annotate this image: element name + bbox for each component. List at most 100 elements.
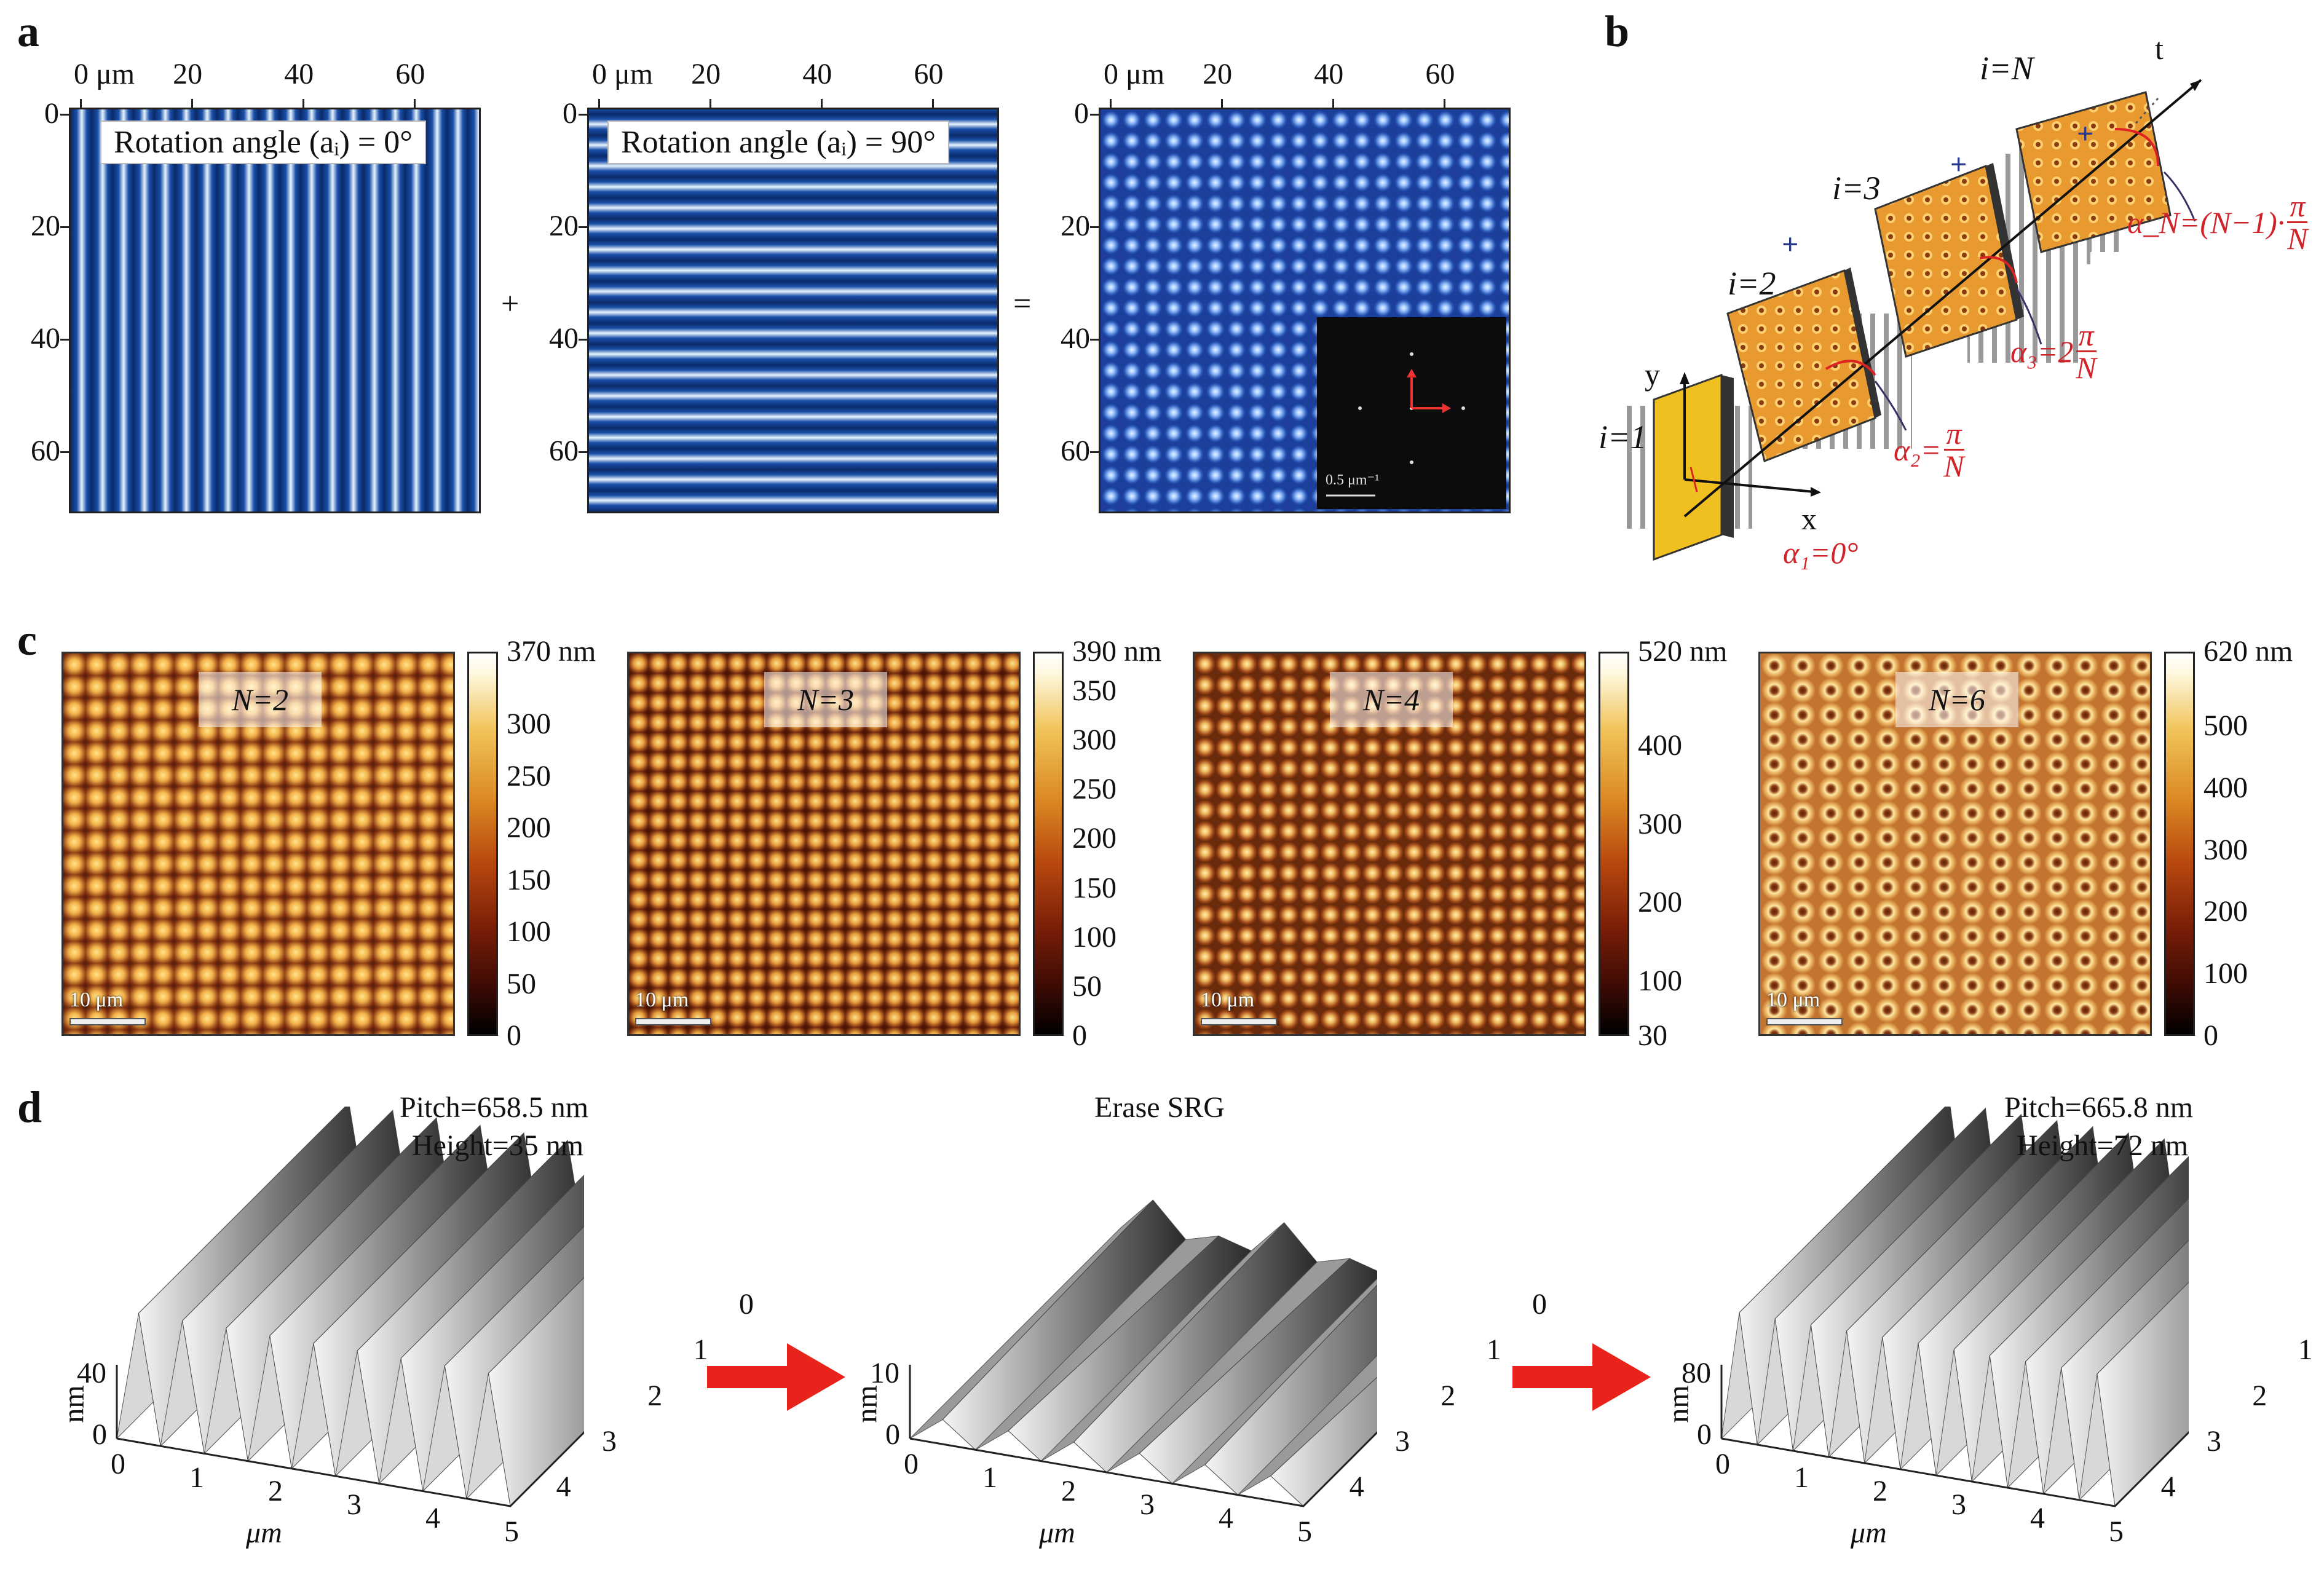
scale-bar: 10 μm <box>1766 989 1852 1025</box>
a-y-tick: 60 <box>549 434 579 467</box>
colorbar-tick: 200 <box>2203 895 2248 928</box>
a-x-tick: 60 <box>914 58 944 90</box>
a-x-tick: 40 <box>284 58 314 90</box>
scale-bar-label: 10 μm <box>69 989 124 1011</box>
d-y-tick: 0 <box>1532 1288 1547 1320</box>
a-y-tick: 0 <box>44 97 59 130</box>
a-x-tick-mark <box>821 99 823 108</box>
d-y-tick: 3 <box>601 1425 617 1458</box>
a-y-tick-mark <box>60 338 69 341</box>
d-y-tick: 1 <box>2298 1333 2313 1367</box>
colorbar-tick: 0 <box>1072 1019 1087 1052</box>
colorbar-tick: 300 <box>2203 833 2248 866</box>
d-y-tick: 3 <box>2206 1425 2221 1458</box>
surface-plot-3 <box>1720 1107 2189 1507</box>
a-y-tick: 20 <box>31 209 60 242</box>
panel-label-b: b <box>1605 7 1630 56</box>
a-y-tick-mark <box>1090 114 1099 116</box>
panel-label-c: c <box>17 615 37 665</box>
d-title-line2: Height=72 nm <box>2017 1129 2189 1162</box>
a-y-tick: 40 <box>1061 322 1090 355</box>
scale-bar-label: 10 μm <box>635 989 689 1011</box>
fft-inset-svg <box>1326 352 1465 497</box>
afm-map-2: N=3 10 μm <box>627 652 1021 1036</box>
d-x-axis-label: μm <box>1851 1517 1887 1549</box>
a-x-tick: 60 <box>395 58 425 90</box>
panel-b-rotation-schematic: i=1 i=2 i=3 i=N y x t + + + α₁=0° α₂= π … <box>1586 25 2318 578</box>
d-z-tick-top: 40 <box>77 1357 106 1389</box>
colorbar-tick: 350 <box>1072 674 1117 708</box>
d-z-tick-top: 10 <box>870 1357 899 1389</box>
colorbar-tick: 100 <box>1072 920 1117 953</box>
a-x-tick-mark <box>80 99 82 108</box>
colorbar-tick: 400 <box>2203 771 2248 804</box>
afm-map-4: N=6 10 μm <box>1758 652 2152 1036</box>
a-x-tick-mark <box>1332 99 1335 108</box>
a-y-tick-mark <box>60 226 69 228</box>
a-y-tick-mark <box>579 451 587 453</box>
colorbar-tick: 50 <box>507 967 536 1000</box>
rotation-schematic-svg <box>1623 79 2202 561</box>
a-x-tick: 60 <box>1425 58 1455 90</box>
scale-bar: 10 μm <box>69 989 156 1025</box>
d-z-tick-zero: 0 <box>1697 1418 1712 1451</box>
alpha-3-num: π <box>2076 320 2097 352</box>
a-x-tick: 0 μm <box>74 58 135 90</box>
d-x-tick: 0 <box>111 1448 125 1480</box>
d-x-tick: 5 <box>2109 1515 2124 1548</box>
d-x-tick: 2 <box>1061 1475 1076 1507</box>
d-z-axis-label: nm <box>1662 1385 1695 1423</box>
alpha-2-lhs: α₂= <box>1894 432 1942 467</box>
d-title-line1: Pitch=658.5 nm <box>400 1091 589 1124</box>
a-x-tick: 40 <box>1314 58 1344 90</box>
fft-inset: 0.5 μm⁻¹ <box>1317 317 1506 509</box>
d-x-tick: 3 <box>347 1488 362 1521</box>
a-y-tick-mark <box>579 226 587 228</box>
d-x-tick: 3 <box>1140 1488 1155 1521</box>
process-arrow-1 <box>707 1343 845 1411</box>
a-x-tick-mark <box>414 99 416 108</box>
a-y-tick: 0 <box>563 97 577 130</box>
scale-bar-line <box>69 1018 146 1025</box>
alpha-n-den: N <box>2287 221 2308 256</box>
a-y-tick-mark <box>1090 338 1099 341</box>
d-y-tick: 0 <box>739 1288 754 1320</box>
d-y-tick: 1 <box>1486 1333 1501 1367</box>
a-y-tick-mark <box>1090 451 1099 453</box>
d-x-tick: 5 <box>1297 1515 1312 1548</box>
colorbar-tick: 520 nm <box>1638 635 1728 668</box>
label-i2: i=2 <box>1728 265 1776 302</box>
label-i1: i=1 <box>1599 419 1647 456</box>
colorbar-tick: 370 nm <box>507 635 596 668</box>
d-z-axis-label: nm <box>850 1385 883 1423</box>
n-label: N=4 <box>1330 672 1453 727</box>
alpha-3-den: N <box>2076 350 2097 385</box>
afm-map-3: N=4 10 μm <box>1193 652 1586 1036</box>
a-x-tick: 20 <box>173 58 203 90</box>
d-y-tick: 3 <box>1394 1425 1410 1458</box>
alpha-3-lhs: α₃=2 <box>2010 334 2074 369</box>
a-x-tick-mark <box>191 99 194 108</box>
d-y-tick: 2 <box>2252 1379 2267 1412</box>
d-x-tick: 5 <box>504 1515 519 1548</box>
colorbar-tick: 500 <box>2203 709 2248 742</box>
colorbar-tick: 300 <box>507 708 551 741</box>
colorbar-4 <box>2164 652 2195 1036</box>
d-z-tick-top: 80 <box>1682 1357 1711 1389</box>
process-arrow-2 <box>1512 1343 1651 1411</box>
rotation-label-0: Rotation angle (aᵢ) = 0° <box>100 120 427 164</box>
a-x-tick-mark <box>302 99 305 108</box>
d-y-tick: 4 <box>2160 1470 2176 1504</box>
plus-sign: + <box>501 286 520 322</box>
colorbar-tick: 0 <box>2203 1019 2218 1052</box>
colorbar-tick: 300 <box>1638 807 1682 840</box>
d-x-tick: 1 <box>982 1461 997 1494</box>
a-y-tick: 40 <box>31 322 60 355</box>
a-x-tick: 0 μm <box>1104 58 1165 90</box>
colorbar-1 <box>467 652 498 1036</box>
d-y-tick: 2 <box>647 1379 663 1412</box>
d-x-tick: 2 <box>268 1475 283 1507</box>
surface-plot-2 <box>909 1199 1377 1507</box>
a-y-tick: 60 <box>1061 434 1090 467</box>
colorbar-tick: 390 nm <box>1072 635 1162 668</box>
